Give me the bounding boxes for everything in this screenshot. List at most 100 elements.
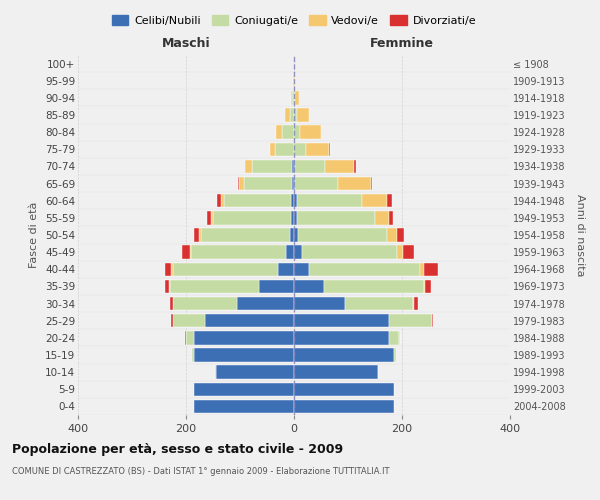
Bar [191,246,286,259]
Bar [394,348,395,362]
Y-axis label: Anni di nascita: Anni di nascita [575,194,585,276]
Bar [294,126,301,139]
Bar [294,246,302,259]
Bar [216,366,294,379]
Bar [294,142,306,156]
Bar [424,280,425,293]
Bar [294,194,296,207]
Bar [296,194,361,207]
Bar [170,280,259,293]
Bar [173,314,205,328]
Bar [217,194,221,207]
Bar [292,160,294,173]
Bar [292,91,294,104]
Bar [298,228,388,241]
Bar [291,91,292,104]
Bar [286,108,290,122]
Bar [186,331,194,344]
Bar [371,177,372,190]
Bar [275,126,282,139]
Legend: Celibi/Nubili, Coniugati/e, Vedovi/e, Divorziati/e: Celibi/Nubili, Coniugati/e, Vedovi/e, Di… [107,10,481,30]
Bar [414,297,418,310]
Bar [207,211,211,224]
Bar [290,228,294,241]
Bar [292,211,294,224]
Bar [397,246,403,259]
Bar [346,297,413,310]
Bar [238,297,294,310]
Bar [403,246,414,259]
Bar [172,262,173,276]
Bar [294,382,394,396]
Bar [324,280,424,293]
Bar [224,194,292,207]
Bar [302,246,397,259]
Bar [361,194,388,207]
Bar [278,262,294,276]
Bar [270,142,275,156]
Bar [190,246,191,259]
Bar [294,366,378,379]
Bar [389,211,393,224]
Bar [292,177,294,190]
Bar [294,74,295,88]
Bar [194,331,294,344]
Bar [294,314,389,328]
Bar [294,211,296,224]
Bar [173,262,278,276]
Bar [194,400,294,413]
Bar [294,228,298,241]
Bar [338,177,371,190]
Bar [170,297,173,310]
Bar [309,262,420,276]
Bar [295,160,325,173]
Text: COMUNE DI CASTREZZATO (BS) - Dati ISTAT 1° gennaio 2009 - Elaborazione TUTTITALI: COMUNE DI CASTREZZATO (BS) - Dati ISTAT … [12,468,389,476]
Text: Maschi: Maschi [161,37,211,50]
Bar [200,228,290,241]
Bar [286,246,294,259]
Bar [239,177,244,190]
Text: Femmine: Femmine [370,37,434,50]
Bar [420,262,424,276]
Bar [294,331,389,344]
Bar [165,262,172,276]
Bar [294,348,394,362]
Text: Popolazione per età, sesso e stato civile - 2009: Popolazione per età, sesso e stato civil… [12,442,343,456]
Bar [294,108,296,122]
Bar [199,228,200,241]
Bar [244,177,292,190]
Bar [432,314,433,328]
Bar [295,91,299,104]
Bar [194,348,294,362]
Bar [413,297,414,310]
Bar [252,160,292,173]
Bar [173,297,238,310]
Bar [294,262,309,276]
Bar [294,160,295,173]
Bar [290,108,294,122]
Bar [294,400,394,413]
Bar [296,211,375,224]
Bar [325,160,355,173]
Bar [306,142,329,156]
Bar [245,160,252,173]
Bar [172,314,173,328]
Bar [375,211,389,224]
Bar [194,228,199,241]
Bar [259,280,294,293]
Bar [182,246,190,259]
Bar [292,194,294,207]
Bar [425,280,431,293]
Bar [238,177,239,190]
Bar [221,194,224,207]
Bar [389,331,400,344]
Bar [194,382,294,396]
Bar [165,280,169,293]
Bar [355,160,356,173]
Bar [388,228,397,241]
Bar [397,228,404,241]
Bar [424,262,437,276]
Bar [282,126,294,139]
Bar [294,177,295,190]
Bar [294,297,346,310]
